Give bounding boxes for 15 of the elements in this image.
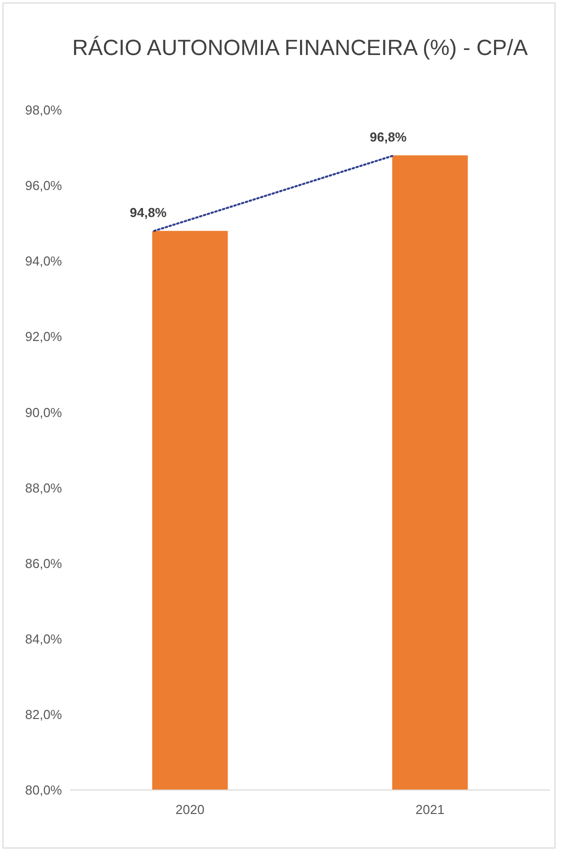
data-label: 94,8% (130, 204, 168, 220)
x-tick-label: 2020 (176, 802, 204, 817)
y-tick-label: 94,0% (25, 254, 62, 269)
chart-title: RÁCIO AUTONOMIA FINANCEIRA (%) - CP/A (72, 35, 528, 60)
x-tick-label: 2021 (416, 802, 444, 817)
y-tick-label: 90,0% (25, 404, 62, 420)
y-tick-label: 98,0% (25, 102, 62, 118)
y-tick-label: 88,0% (25, 480, 62, 496)
y-tick-label: 86,0% (25, 556, 62, 571)
y-tick-label: 96,0% (25, 178, 62, 194)
y-tick-label: 92,0% (25, 329, 62, 344)
y-tick-label: 82,0% (25, 706, 62, 722)
y-tick-label: 84,0% (25, 631, 62, 646)
data-label: 96,8% (370, 129, 408, 144)
y-tick-label: 80,0% (25, 782, 62, 798)
